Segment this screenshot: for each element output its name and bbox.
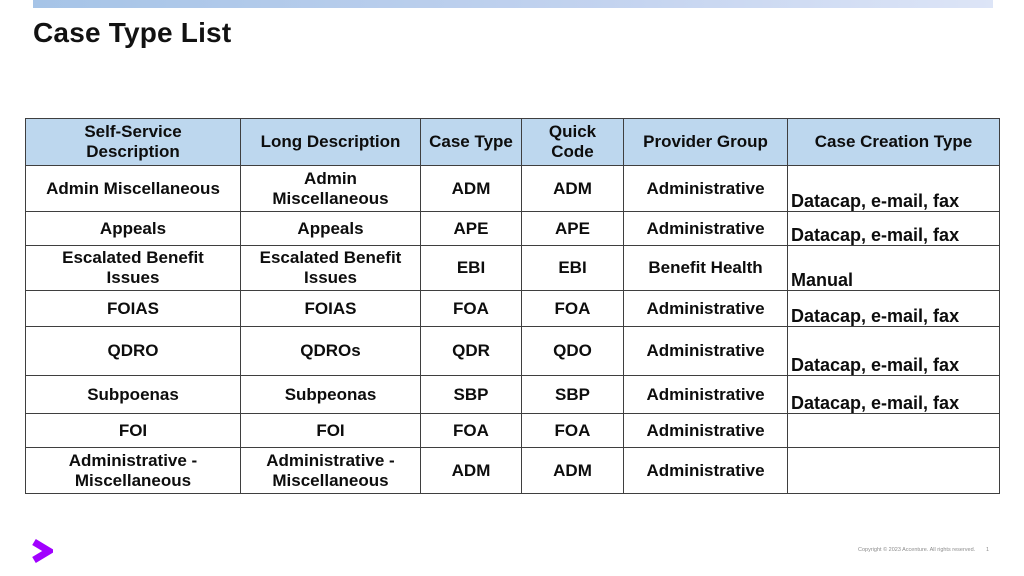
cell-provider-group: Administrative — [623, 290, 788, 327]
cell-provider-group: Administrative — [623, 165, 788, 212]
col-header-provider-group: Provider Group — [623, 118, 788, 166]
cell-self-service-description: Appeals — [25, 211, 241, 246]
cell-quick-code: ADM — [521, 165, 624, 212]
cell-quick-code: EBI — [521, 245, 624, 291]
table-row: FOIAS FOIAS FOA FOA Administrative Datac… — [25, 290, 1000, 327]
copyright-text: Copyright © 2023 Accenture. All rights r… — [858, 547, 976, 553]
cell-quick-code: APE — [521, 211, 624, 246]
cell-case-type: SBP — [420, 375, 522, 414]
cell-provider-group: Administrative — [623, 211, 788, 246]
cell-self-service-description: FOIAS — [25, 290, 241, 327]
cell-long-description: Administrative - Miscellaneous — [240, 447, 421, 494]
cell-provider-group: Administrative — [623, 326, 788, 376]
top-accent-bar — [33, 0, 993, 8]
col-header-self-service-description: Self-Service Description — [25, 118, 241, 166]
table-row: QDRO QDROs QDR QDO Administrative Dataca… — [25, 326, 1000, 376]
page-number: 1 — [986, 547, 990, 553]
cell-self-service-description: Administrative - Miscellaneous — [25, 447, 241, 494]
table-header-row: Self-Service Description Long Descriptio… — [25, 118, 1000, 166]
cell-case-type: EBI — [420, 245, 522, 291]
case-type-table: Self-Service Description Long Descriptio… — [25, 118, 1000, 494]
cell-long-description: Escalated Benefit Issues — [240, 245, 421, 291]
cell-case-type: FOA — [420, 290, 522, 327]
cell-self-service-description: FOI — [25, 413, 241, 448]
cell-self-service-description: Escalated Benefit Issues — [25, 245, 241, 291]
cell-long-description: Appeals — [240, 211, 421, 246]
cell-case-type: FOA — [420, 413, 522, 448]
table-row: Admin Miscellaneous Admin Miscellaneous … — [25, 165, 1000, 212]
table-row: FOI FOI FOA FOA Administrative — [25, 413, 1000, 448]
cell-long-description: Admin Miscellaneous — [240, 165, 421, 212]
table-row: Escalated Benefit Issues Escalated Benef… — [25, 245, 1000, 291]
cell-quick-code: QDO — [521, 326, 624, 376]
cell-case-creation-type — [787, 413, 1000, 448]
table-row: Appeals Appeals APE APE Administrative D… — [25, 211, 1000, 246]
cell-provider-group: Administrative — [623, 447, 788, 494]
cell-self-service-description: QDRO — [25, 326, 241, 376]
cell-case-creation-type: Datacap, e-mail, fax — [787, 375, 1000, 414]
col-header-quick-code: Quick Code — [521, 118, 624, 166]
cell-case-creation-type: Datacap, e-mail, fax — [787, 211, 1000, 246]
cell-case-type: ADM — [420, 165, 522, 212]
cell-self-service-description: Admin Miscellaneous — [25, 165, 241, 212]
cell-case-creation-type: Datacap, e-mail, fax — [787, 290, 1000, 327]
accenture-greater-than-icon — [31, 538, 56, 564]
cell-case-creation-type: Datacap, e-mail, fax — [787, 165, 1000, 212]
page-title: Case Type List — [33, 17, 232, 48]
cell-long-description: Subpeonas — [240, 375, 421, 414]
table-row: Subpoenas Subpeonas SBP SBP Administrati… — [25, 375, 1000, 414]
col-header-long-description: Long Description — [240, 118, 421, 166]
cell-provider-group: Administrative — [623, 375, 788, 414]
cell-long-description: FOIAS — [240, 290, 421, 327]
cell-quick-code: FOA — [521, 290, 624, 327]
cell-case-type: QDR — [420, 326, 522, 376]
cell-quick-code: FOA — [521, 413, 624, 448]
cell-case-creation-type — [787, 447, 1000, 494]
cell-quick-code: SBP — [521, 375, 624, 414]
cell-case-creation-type: Manual — [787, 245, 1000, 291]
cell-quick-code: ADM — [521, 447, 624, 494]
col-header-case-creation-type: Case Creation Type — [787, 118, 1000, 166]
cell-case-type: APE — [420, 211, 522, 246]
cell-provider-group: Administrative — [623, 413, 788, 448]
cell-self-service-description: Subpoenas — [25, 375, 241, 414]
cell-case-creation-type: Datacap, e-mail, fax — [787, 326, 1000, 376]
cell-long-description: QDROs — [240, 326, 421, 376]
table-row: Administrative - Miscellaneous Administr… — [25, 447, 1000, 494]
cell-long-description: FOI — [240, 413, 421, 448]
cell-case-type: ADM — [420, 447, 522, 494]
cell-provider-group: Benefit Health — [623, 245, 788, 291]
col-header-case-type: Case Type — [420, 118, 522, 166]
